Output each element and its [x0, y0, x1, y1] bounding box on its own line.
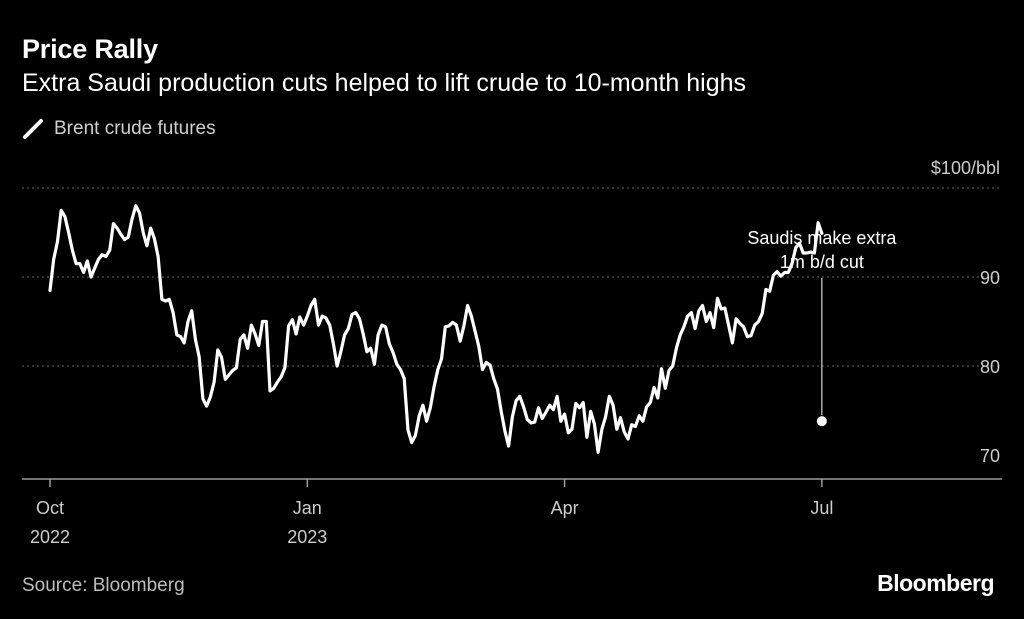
legend-line-icon: [23, 119, 43, 139]
x-tick-label: Jul: [810, 498, 833, 518]
annotation-text-line1: Saudis make extra: [747, 228, 897, 248]
series-line-brent: [48, 204, 824, 454]
y-tick-label: 90: [980, 268, 1000, 288]
x-tick-sublabel: 2022: [30, 527, 70, 547]
annotation-text-line2: 1m b/d cut: [780, 252, 864, 272]
annotation-marker: [815, 415, 828, 428]
x-tick-label: Apr: [551, 498, 579, 518]
chart-title: Price Rally: [22, 34, 158, 64]
chart-subtitle: Extra Saudi production cuts helped to li…: [22, 69, 747, 97]
y-tick-label: $100/bbl: [931, 158, 1000, 178]
y-tick-label: 80: [980, 357, 1000, 377]
bloomberg-logo: Bloomberg: [877, 570, 994, 596]
legend: Brent crude futures: [22, 118, 216, 140]
y-tick-label: 70: [980, 446, 1000, 466]
x-tick-sublabel: 2023: [287, 527, 327, 547]
x-tick-label: Oct: [36, 498, 64, 518]
source-note: Source: Bloomberg: [22, 575, 185, 596]
x-tick-label: Jan: [293, 498, 322, 518]
legend-label: Brent crude futures: [54, 118, 216, 139]
